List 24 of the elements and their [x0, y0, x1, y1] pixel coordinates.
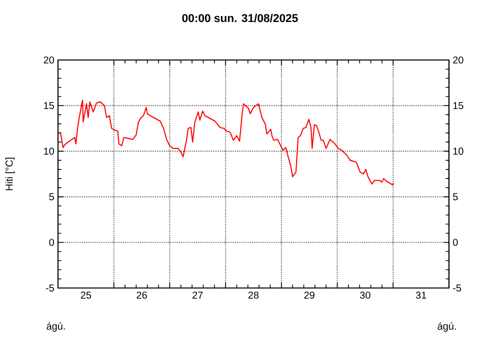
y-axis-title: Hiti [°C] — [5, 158, 15, 190]
text: ágú. — [46, 322, 65, 332]
y-tick-label: 5 — [49, 193, 54, 200]
line-series — [60, 100, 394, 186]
y2-tick-label: -5 — [453, 284, 462, 292]
y2-tick-label: 15 — [453, 102, 464, 110]
x-tick-label: 26 — [136, 292, 147, 299]
chart-title: 00:00 sun. 31/08/2025 — [182, 14, 298, 22]
y-tick-label: 0 — [49, 238, 54, 246]
x-tick-label: 30 — [360, 292, 370, 299]
x-tick-label: 25 — [80, 292, 92, 299]
x-tick-label: 27 — [192, 292, 203, 299]
y2-tick-label: 5 — [452, 193, 458, 200]
y-tick-label: -5 — [46, 284, 54, 292]
y2-tick-label: 20 — [453, 56, 464, 64]
x-tick-label: 31 — [416, 292, 426, 299]
y-tick-label: 20 — [44, 56, 54, 64]
text: ágú. — [438, 322, 456, 332]
x-tick-label: 28 — [248, 292, 259, 299]
y2-tick-label: 10 — [453, 148, 464, 155]
x-tick-label: 29 — [304, 292, 314, 299]
y-tick-label: 15 — [44, 102, 54, 110]
y2-tick-label: 0 — [452, 238, 458, 246]
y-tick-label: 10 — [44, 148, 54, 155]
